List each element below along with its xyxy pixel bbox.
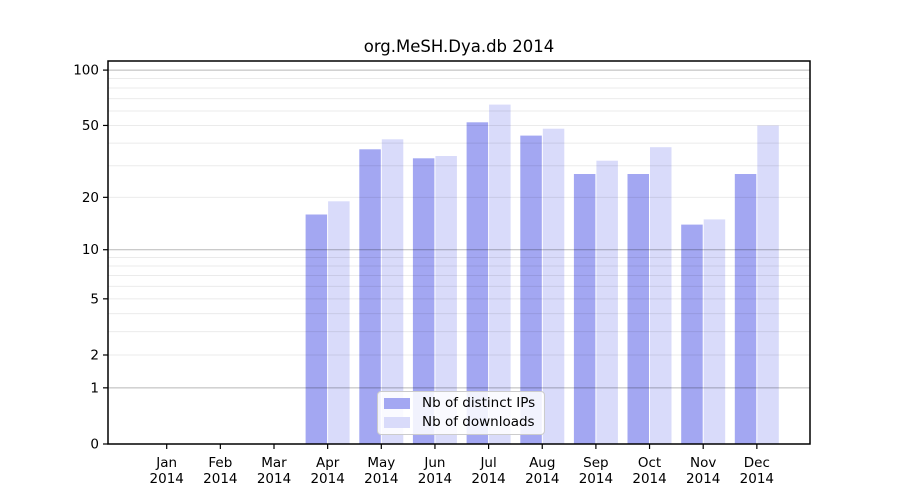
legend-label-downloads: Nb of downloads — [422, 413, 535, 430]
x-tick-label-month: Jul — [479, 455, 496, 471]
bar-distinct-ips-apr — [305, 214, 328, 444]
legend-label-distinct-ips: Nb of distinct IPs — [422, 395, 536, 411]
y-tick-label: 100 — [73, 63, 99, 79]
legend-item: Nb of distinct IPs — [384, 395, 536, 411]
bar-downloads-dec — [757, 125, 779, 444]
y-tick-label: 5 — [90, 291, 99, 307]
x-tick-label-year: 2014 — [579, 471, 613, 487]
bar-downloads-oct — [650, 147, 672, 444]
x-tick-label-year: 2014 — [632, 471, 666, 487]
bar-downloads-sep — [596, 160, 618, 444]
bar-distinct-ips-jul — [466, 122, 489, 445]
x-tick-label-year: 2014 — [525, 471, 559, 487]
x-tick-label-year: 2014 — [257, 471, 291, 487]
chart-title: org.MeSH.Dya.db 2014 — [364, 37, 555, 56]
x-tick-label-month: Apr — [316, 455, 340, 471]
bar-distinct-ips-nov — [681, 224, 703, 444]
bar-downloads-nov — [703, 219, 726, 444]
y-tick-label: 2 — [90, 347, 99, 363]
legend-swatch-downloads — [384, 416, 410, 428]
bar-distinct-ips-jun — [412, 158, 435, 445]
x-tick-label-year: 2014 — [740, 471, 774, 487]
x-tick-label-month: Dec — [744, 455, 770, 471]
bar-downloads-jul — [489, 104, 511, 444]
legend-item: Nb of downloads — [384, 413, 536, 430]
y-tick-label: 0 — [90, 437, 99, 453]
x-tick-label-year: 2014 — [310, 471, 344, 487]
x-tick-label-month: Oct — [638, 455, 661, 471]
x-tick-label-year: 2014 — [418, 471, 452, 487]
x-tick-label-year: 2014 — [203, 471, 237, 487]
bar-distinct-ips-dec — [734, 174, 757, 444]
legend: Nb of distinct IPs Nb of downloads — [377, 391, 545, 435]
legend-swatch-distinct-ips — [384, 398, 410, 410]
x-tick-label-year: 2014 — [471, 471, 505, 487]
x-tick-label-month: Nov — [690, 455, 716, 471]
bar-downloads-may — [381, 139, 404, 445]
y-tick-label: 50 — [82, 118, 99, 134]
x-tick-label-year: 2014 — [686, 471, 720, 487]
x-tick-label-month: May — [367, 455, 395, 471]
bar-distinct-ips-sep — [573, 174, 596, 444]
x-tick-label-year: 2014 — [150, 471, 184, 487]
bar-downloads-aug — [542, 128, 565, 444]
x-tick-label-month: Feb — [208, 455, 232, 471]
x-tick-label-month: Aug — [529, 455, 555, 471]
x-tick-label-year: 2014 — [364, 471, 398, 487]
x-tick-label-month: Jun — [423, 455, 445, 471]
x-tick-label-month: Jan — [155, 455, 177, 471]
y-tick-label: 1 — [90, 380, 99, 396]
bar-distinct-ips-oct — [627, 174, 649, 444]
x-tick-label-month: Mar — [261, 455, 287, 471]
bar-distinct-ips-aug — [520, 135, 542, 444]
plot-border — [107, 60, 811, 445]
y-tick-label: 10 — [82, 242, 99, 258]
y-tick-label: 20 — [82, 190, 99, 206]
bar-downloads-apr — [328, 201, 350, 444]
bar-downloads-jun — [435, 156, 457, 444]
bar-distinct-ips-may — [359, 149, 381, 445]
x-tick-label-month: Sep — [583, 455, 608, 471]
